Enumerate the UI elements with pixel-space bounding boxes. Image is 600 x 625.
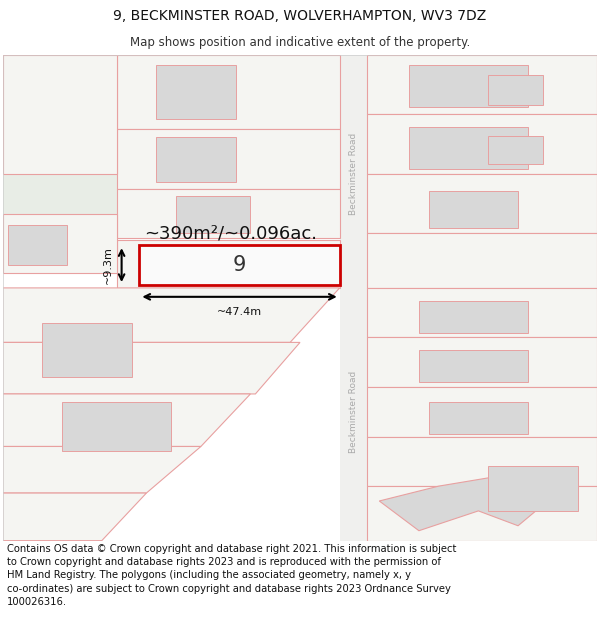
Polygon shape [2,446,201,493]
Bar [367,387,598,436]
Text: 9, BECKMINSTER ROAD, WOLVERHAMPTON, WV3 7DZ: 9, BECKMINSTER ROAD, WOLVERHAMPTON, WV3 … [113,9,487,24]
Bar [116,129,340,189]
Bar [139,245,340,285]
Bar [156,138,236,182]
Bar [176,196,250,233]
Bar [116,189,340,238]
Bar [419,351,528,382]
Bar [2,55,116,233]
Bar [340,55,367,541]
Bar [488,466,578,511]
Bar [156,65,236,119]
Bar [429,191,518,228]
Polygon shape [2,493,146,541]
Bar [419,301,528,332]
Bar [367,114,598,174]
Bar [116,55,340,129]
Bar [367,233,598,288]
Polygon shape [2,288,340,342]
Bar [367,338,598,387]
Bar [367,288,598,338]
Bar [2,55,116,174]
Text: Map shows position and indicative extent of the property.: Map shows position and indicative extent… [130,36,470,49]
Polygon shape [379,476,548,531]
Text: Contains OS data © Crown copyright and database right 2021. This information is : Contains OS data © Crown copyright and d… [7,544,457,607]
Bar [2,214,116,273]
Text: ~390m²/~0.096ac.: ~390m²/~0.096ac. [144,224,317,243]
Bar [409,127,528,169]
Polygon shape [2,342,300,394]
Bar [62,402,171,451]
Text: ~9.3m: ~9.3m [103,246,113,284]
Bar [43,322,131,377]
Bar [8,226,67,265]
Bar [367,55,598,114]
Bar [488,136,543,164]
Bar [409,65,528,106]
Polygon shape [2,394,250,446]
Bar [429,402,528,434]
Text: Beckminster Road: Beckminster Road [349,132,358,215]
Bar [488,75,543,104]
Text: ~47.4m: ~47.4m [217,307,262,317]
Bar [367,174,598,233]
Bar [367,436,598,486]
Text: 9: 9 [233,255,246,275]
Bar [367,486,598,541]
Text: Beckminster Road: Beckminster Road [349,371,358,453]
Bar [116,241,340,288]
